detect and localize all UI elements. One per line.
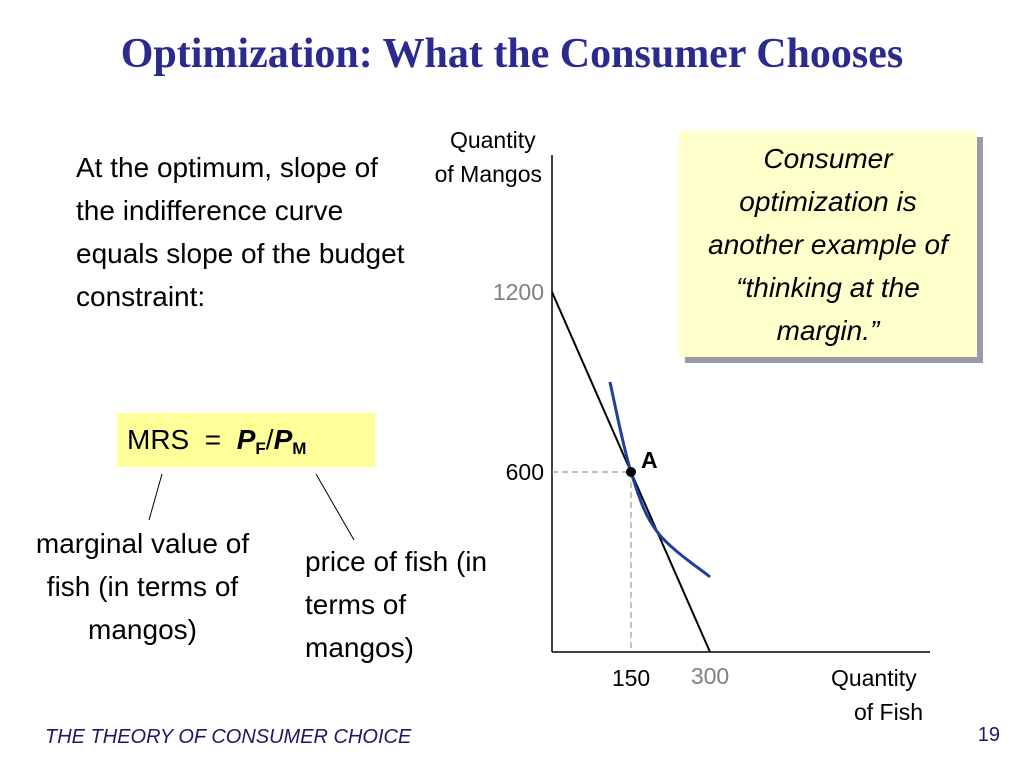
formula-sub-m: M [292,439,307,458]
x-axis-title: Quantity of Fish [831,665,923,725]
marginal-value-label: marginal value of fish (in terms of mang… [35,528,250,645]
x-axis-title-line1: Quantity [831,665,917,691]
pointer-line-mrs [148,473,163,521]
optimum-label: A [641,447,658,473]
y-axis-title-line1: Quantity [450,127,536,153]
x-tick-label-300: 300 [691,663,729,689]
callout-text: Consumer optimization is another example… [708,142,948,346]
formula-slash: / [265,424,274,455]
formula-price-fish: P [236,424,256,455]
footer-text: THE THEORY OF CONSUMER CHOICE [45,726,412,748]
price-of-fish-label: price of fish (in terms of mangos) [305,546,488,663]
y-axis-title: Quantity of Mangos [435,127,542,187]
x-tick-label-150: 150 [612,665,650,691]
x-axis-title-line2: of Fish [854,699,923,725]
mrs-formula: MRS = PF/PM [117,413,375,467]
y-tick-label-1200: 1200 [493,279,544,305]
formula-lhs: MRS = [127,424,237,455]
formula-price-mangos: P [273,424,293,455]
callout-box: Consumer optimization is another example… [679,131,977,357]
optimum-point [626,467,636,477]
formula-sub-f: F [255,439,266,458]
indifference-curve [608,381,711,579]
chart-marks: A 600 1200 150 300 [493,279,729,691]
slide-title: Optimization: What the Consumer Chooses [120,31,904,77]
pointer-line-price [315,473,355,541]
y-tick-label-600: 600 [506,459,544,485]
page-number: 19 [977,724,1000,746]
y-axis-title-line2: of Mangos [435,161,542,187]
optimum-explanation: At the optimum, slope of the indifferenc… [76,152,405,312]
